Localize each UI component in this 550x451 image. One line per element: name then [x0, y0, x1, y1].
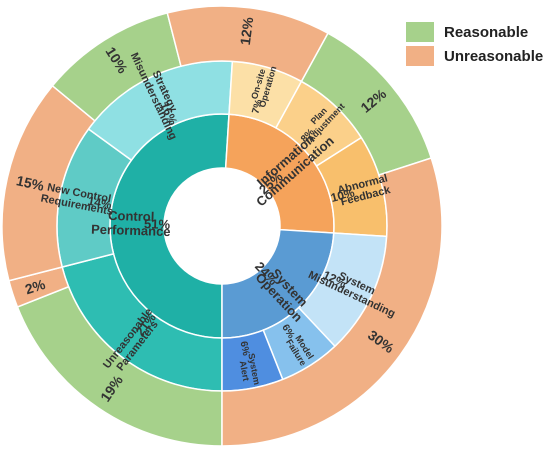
legend-item-reasonable: Reasonable: [406, 20, 543, 44]
middle-value-on-site-operation: 7%: [250, 98, 265, 115]
legend-label-unreasonable: Unreasonable: [444, 47, 544, 65]
middle-value-new-control-requirements: 14%: [87, 194, 114, 212]
outer-value-2: 2%: [23, 276, 48, 298]
legend-swatch-unreasonable: [406, 46, 434, 66]
outer-segment-7: [221, 157, 443, 447]
inner-value-control-performance: 51%: [144, 216, 171, 232]
legend-item-unreasonable: Unreasonable: [406, 44, 543, 68]
middle-label-system-alert: SystemAlert: [237, 352, 263, 387]
middle-value-abnormal-feedback: 10%: [329, 185, 356, 205]
legend-label-reasonable: Reasonable: [444, 23, 529, 41]
outer-value-5: 12%: [237, 16, 256, 46]
legend: Reasonable Unreasonable: [406, 20, 543, 68]
outer-ring: [1, 5, 443, 447]
middle-value-system-alert: 6%: [238, 340, 252, 356]
legend-swatch-reasonable: [406, 22, 434, 42]
inner-ring: [109, 113, 335, 339]
inner-label-control-performance: ControlPerformance: [91, 207, 171, 239]
outer-value-3: 15%: [15, 172, 46, 194]
middle-ring: [56, 60, 388, 392]
